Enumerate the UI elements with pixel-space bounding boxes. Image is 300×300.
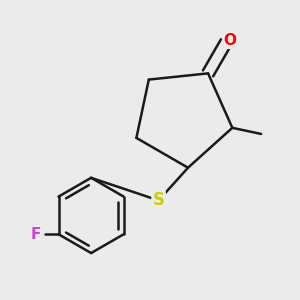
- Text: F: F: [30, 227, 40, 242]
- Text: O: O: [224, 33, 237, 48]
- Text: S: S: [153, 191, 165, 209]
